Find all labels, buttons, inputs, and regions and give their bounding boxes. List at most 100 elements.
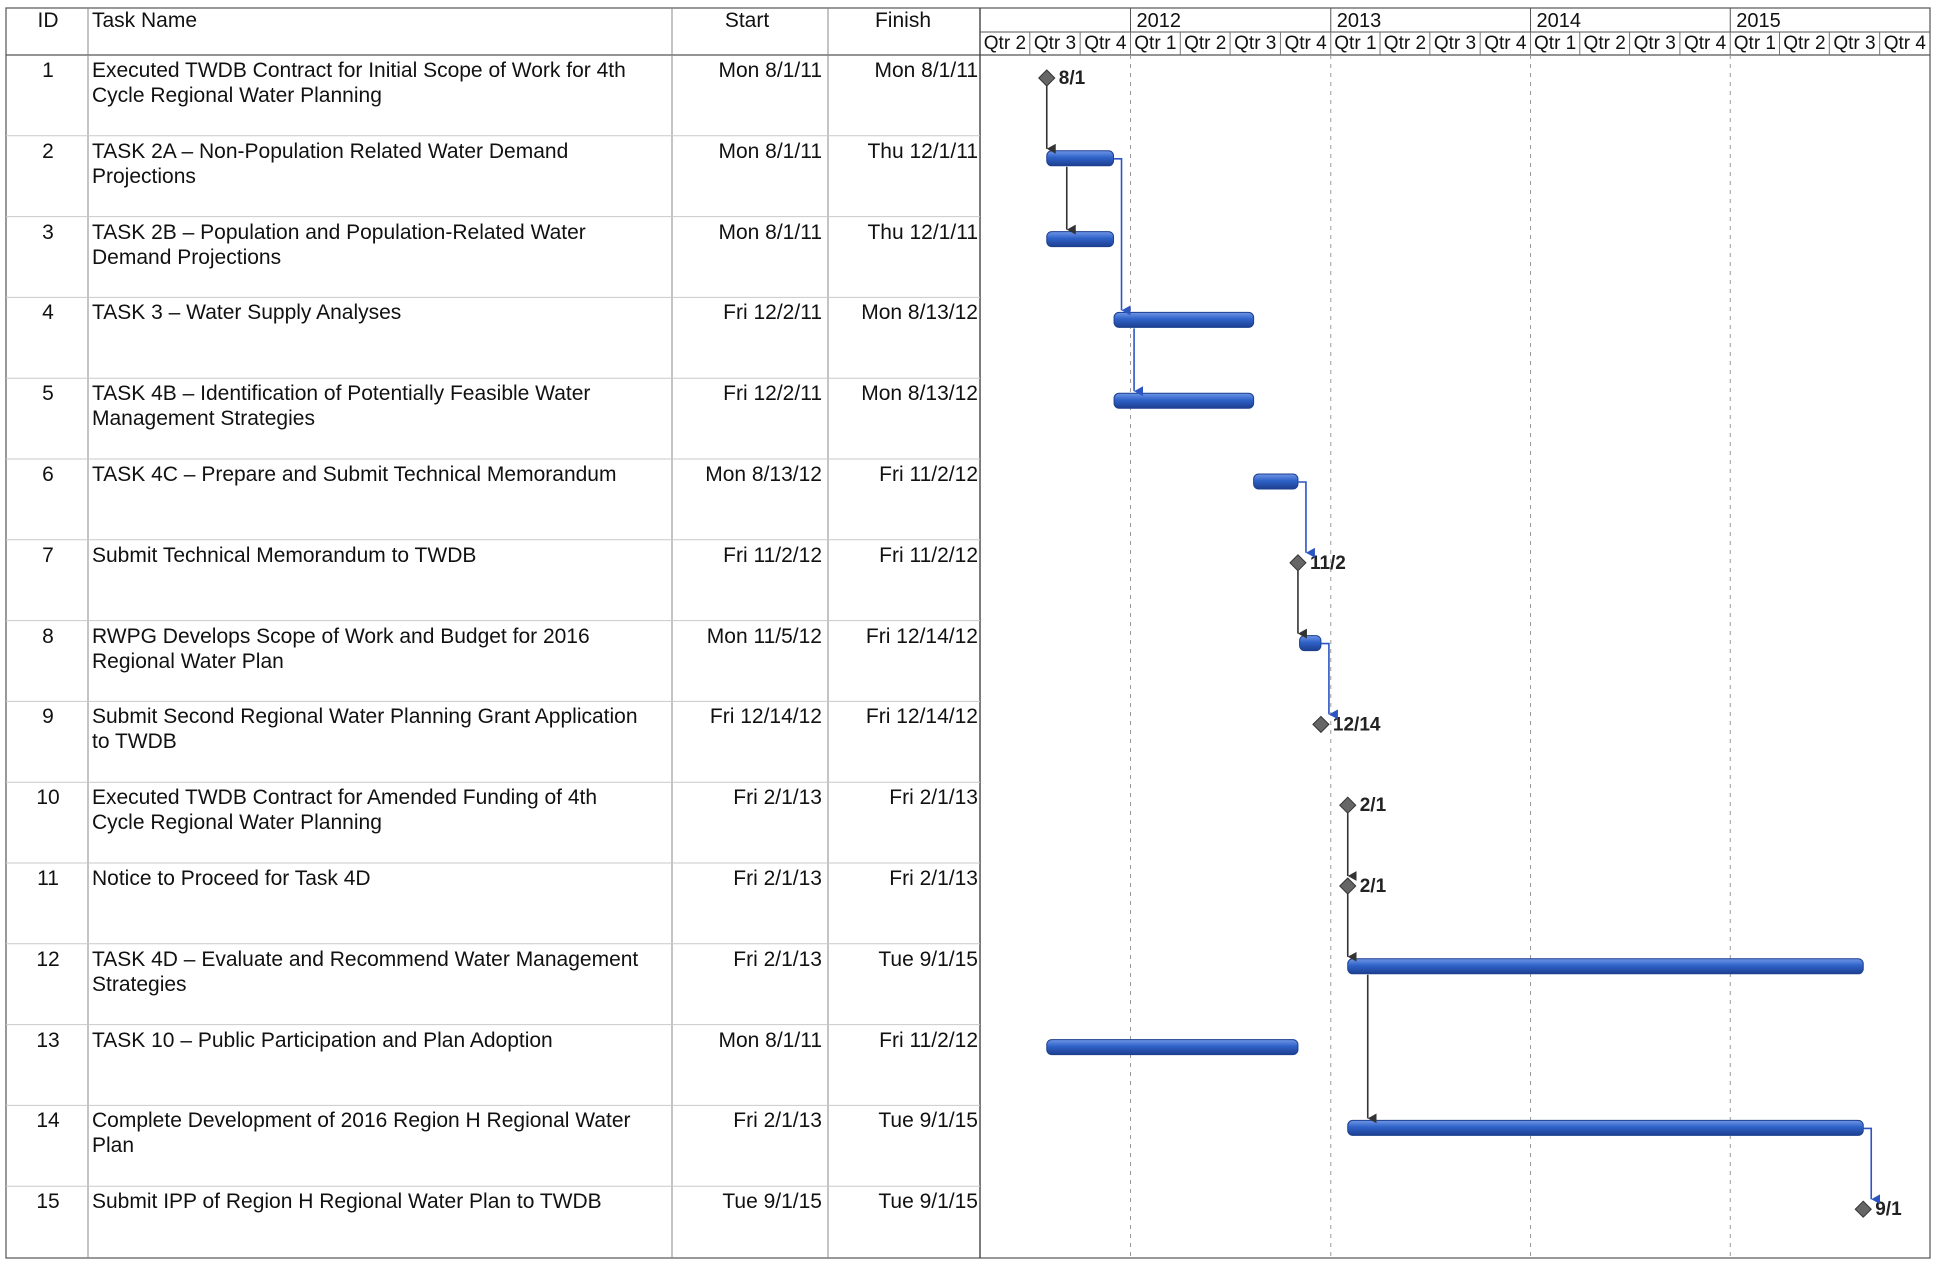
quarter-label: Qtr 3	[1234, 33, 1276, 54]
task-name-line: TASK 2B – Population and Population-Rela…	[92, 220, 586, 244]
quarter-label: Qtr 4	[1484, 33, 1527, 54]
task-start: Mon 8/1/11	[718, 220, 822, 244]
year-label: 2015	[1736, 10, 1781, 32]
quarter-label: Qtr 2	[1584, 33, 1626, 54]
task-name-line: Regional Water Plan	[92, 649, 284, 673]
task-name-line: Management Strategies	[92, 407, 315, 431]
quarter-label: Qtr 4	[1284, 33, 1327, 54]
task-table: ID Task Name Start Finish 1 Executed TWDB Con…	[36, 9, 978, 1214]
milestone-label: 9/1	[1875, 1199, 1902, 1220]
task-finish: Fri 12/14/12	[865, 705, 978, 729]
task-start: Fri 2/1/13	[733, 867, 822, 890]
task-start: Fri 11/2/12	[723, 543, 822, 567]
task-name: RWPG Develops Scope of Work and Budget f…	[92, 624, 662, 674]
milestone-label: 2/1	[1360, 795, 1387, 816]
quarter-label: Qtr 3	[1034, 33, 1076, 54]
task-id: 6	[42, 463, 54, 486]
task-name-line: Submit IPP of Region H Regional Water Pl…	[92, 1190, 602, 1214]
quarter-label: Qtr 1	[1134, 33, 1176, 54]
task-name-line: TASK 3 – Water Supply Analyses	[92, 301, 402, 325]
task-id: 1	[42, 59, 54, 82]
task-name-line: Executed TWDB Contract for Initial Scope…	[92, 59, 626, 82]
task-name-line: Strategies	[92, 972, 187, 996]
task-name-line: TASK 4D – Evaluate and Recommend Water M…	[92, 947, 639, 971]
task-id: 3	[42, 220, 54, 244]
task-finish: Mon 8/13/12	[861, 301, 978, 325]
header-finish: Finish	[874, 9, 932, 32]
task-bar	[1113, 311, 1255, 328]
quarter-label: Qtr 2	[1384, 33, 1426, 54]
task-name-line: Complete Development of 2016 Region H Re…	[92, 1109, 631, 1133]
task-name-line: Notice to Proceed for Task 4D	[92, 867, 371, 890]
header-start: Start	[724, 9, 770, 32]
task-name: Executed TWDB Contract for Initial Scope…	[92, 58, 662, 108]
quarter-label: Qtr 2	[1184, 33, 1226, 54]
task-id: 13	[36, 1028, 60, 1052]
task-name-line: Submit Second Regional Water Planning Gr…	[92, 705, 638, 729]
task-name: TASK 2B – Population and Population-Rela…	[92, 220, 662, 270]
dependency-link	[1863, 1127, 1881, 1205]
task-bar	[1347, 1119, 1864, 1136]
task-name-line: TASK 4C – Prepare and Submit Technical M…	[92, 463, 617, 486]
task-id: 14	[36, 1109, 60, 1133]
task-name-line: to TWDB	[92, 730, 177, 754]
milestone-label: 2/1	[1360, 876, 1387, 897]
milestone-diamond	[1339, 877, 1357, 895]
task-name-line: Executed TWDB Contract for Amended Fundi…	[92, 786, 598, 810]
task-name-line: Submit Technical Memorandum to TWDB	[92, 543, 477, 567]
quarter-label: Qtr 4	[1884, 33, 1927, 54]
task-start: Fri 2/1/13	[733, 1109, 822, 1133]
task-start: Fri 12/2/11	[723, 301, 822, 325]
task-bar	[1046, 231, 1115, 248]
quarter-label: Qtr 1	[1734, 33, 1776, 54]
task-name-line: TASK 4B – Identification of Potentially …	[92, 382, 591, 406]
task-finish: Fri 2/1/13	[889, 786, 978, 810]
task-name-line: Plan	[92, 1134, 135, 1158]
milestone-diamond	[1289, 554, 1307, 572]
year-label: 2013	[1337, 10, 1382, 32]
task-id: 7	[42, 543, 54, 567]
task-bar	[1253, 473, 1299, 490]
task-name-line: Demand Projections	[92, 245, 282, 269]
task-id: 12	[36, 947, 60, 971]
task-start: Mon 8/1/11	[718, 139, 822, 163]
task-finish: Fri 2/1/13	[889, 867, 978, 890]
task-name: TASK 4C – Prepare and Submit Technical M…	[92, 462, 662, 487]
quarter-label: Qtr 2	[984, 33, 1026, 54]
milestone-diamond	[1312, 715, 1330, 734]
quarter-label: Qtr 3	[1434, 33, 1476, 54]
task-name-line: RWPG Develops Scope of Work and Budget f…	[92, 624, 590, 648]
quarter-label: Qtr 3	[1634, 33, 1676, 54]
task-finish: Thu 12/1/11	[867, 139, 978, 163]
task-finish: Tue 9/1/15	[878, 947, 978, 971]
milestone-label: 12/14	[1333, 714, 1381, 735]
task-name: Executed TWDB Contract for Amended Fundi…	[92, 785, 662, 835]
header-id: ID	[37, 9, 59, 32]
dependency-link	[1113, 158, 1131, 316]
table-frame	[5, 7, 1931, 1259]
task-bar	[1046, 150, 1115, 167]
task-bar	[1299, 635, 1322, 652]
task-name: TASK 3 – Water Supply Analyses	[92, 300, 662, 325]
milestone-diamond	[1854, 1200, 1872, 1218]
task-finish: Tue 9/1/15	[878, 1109, 978, 1133]
task-finish: Thu 12/1/11	[867, 220, 978, 244]
task-id: 5	[42, 382, 54, 406]
quarter-label: Qtr 2	[1783, 33, 1825, 54]
task-bar	[1046, 1039, 1299, 1056]
header-task-name: Task Name	[92, 9, 198, 32]
task-finish: Mon 8/1/11	[874, 59, 978, 82]
task-name: Complete Development of 2016 Region H Re…	[92, 1108, 662, 1158]
task-name: TASK 10 – Public Participation and Plan …	[92, 1028, 662, 1053]
task-name-line: TASK 2A – Non-Population Related Water D…	[92, 139, 569, 163]
quarter-label: Qtr 1	[1334, 33, 1376, 54]
task-start: Mon 8/13/12	[705, 463, 822, 486]
year-label: 2012	[1136, 10, 1181, 32]
task-bar	[1113, 392, 1255, 409]
task-id: 8	[42, 624, 54, 648]
task-start: Fri 2/1/13	[733, 786, 822, 810]
task-name-line: TASK 10 – Public Participation and Plan …	[92, 1028, 553, 1052]
task-id: 2	[42, 139, 54, 163]
quarter-label: Qtr 4	[1084, 33, 1127, 54]
task-name: TASK 4D – Evaluate and Recommend Water M…	[92, 947, 662, 997]
